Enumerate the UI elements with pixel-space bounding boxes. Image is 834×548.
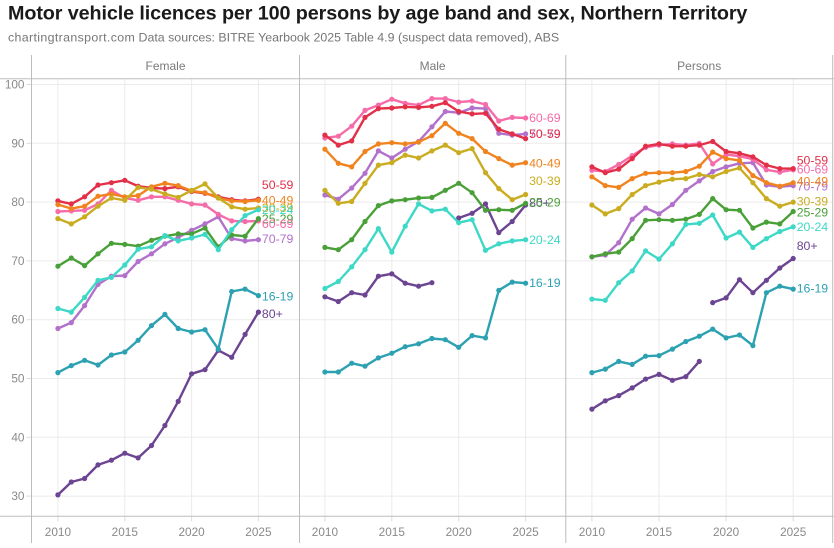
svg-text:2010: 2010 (45, 525, 72, 539)
svg-text:2025: 2025 (780, 525, 807, 539)
svg-text:70-79: 70-79 (262, 232, 294, 246)
svg-text:50-59: 50-59 (262, 178, 294, 192)
svg-text:60: 60 (11, 313, 25, 327)
svg-text:25-29: 25-29 (797, 205, 829, 219)
svg-text:2015: 2015 (646, 525, 673, 539)
svg-text:70: 70 (11, 254, 25, 268)
svg-text:Male: Male (420, 59, 446, 73)
svg-text:25-29: 25-29 (262, 212, 294, 226)
svg-text:90: 90 (11, 136, 25, 150)
svg-text:80+: 80+ (262, 307, 283, 321)
svg-text:30-39: 30-39 (262, 201, 294, 215)
svg-text:40-49: 40-49 (797, 175, 829, 189)
svg-text:60-69: 60-69 (529, 111, 561, 125)
svg-text:80: 80 (11, 195, 25, 209)
svg-text:50-59: 50-59 (529, 127, 561, 141)
svg-text:30: 30 (11, 489, 25, 503)
svg-text:16-19: 16-19 (797, 282, 829, 296)
svg-text:20-24: 20-24 (529, 233, 561, 247)
svg-text:70-79: 70-79 (797, 179, 829, 193)
svg-text:50-59: 50-59 (797, 154, 829, 168)
svg-text:2025: 2025 (245, 525, 272, 539)
svg-text:30-39: 30-39 (797, 195, 829, 209)
svg-text:2015: 2015 (379, 525, 406, 539)
svg-text:20-24: 20-24 (262, 203, 294, 217)
svg-text:16-19: 16-19 (262, 289, 294, 303)
svg-text:70-79: 70-79 (529, 127, 561, 141)
svg-text:2015: 2015 (112, 525, 139, 539)
svg-text:25-29: 25-29 (529, 195, 561, 209)
svg-text:80+: 80+ (797, 239, 818, 253)
svg-text:2020: 2020 (178, 525, 205, 539)
svg-text:2010: 2010 (312, 525, 339, 539)
svg-text:30-39: 30-39 (529, 174, 561, 188)
svg-text:40-49: 40-49 (262, 194, 294, 208)
svg-text:2025: 2025 (512, 525, 539, 539)
svg-text:60-69: 60-69 (797, 162, 829, 176)
svg-text:Female: Female (145, 59, 185, 73)
svg-text:Data sources: BITRE Yearbook 2: Data sources: BITRE Yearbook 2025 Table … (139, 31, 560, 45)
svg-text:60-69: 60-69 (262, 217, 294, 231)
svg-text:16-19: 16-19 (529, 276, 561, 290)
svg-text:40-49: 40-49 (529, 157, 561, 171)
svg-text:2020: 2020 (713, 525, 740, 539)
svg-text:2020: 2020 (446, 525, 473, 539)
svg-text:Motor vehicle licences per 100: Motor vehicle licences per 100 persons b… (8, 3, 747, 25)
svg-text:80+: 80+ (529, 196, 550, 210)
svg-text:2010: 2010 (579, 525, 606, 539)
svg-text:100: 100 (5, 78, 25, 92)
svg-text:20-24: 20-24 (797, 220, 829, 234)
svg-text:chartingtransport.com: chartingtransport.com (8, 31, 135, 45)
svg-text:50: 50 (11, 372, 25, 386)
svg-text:40: 40 (11, 430, 25, 444)
svg-text:Persons: Persons (677, 59, 721, 73)
